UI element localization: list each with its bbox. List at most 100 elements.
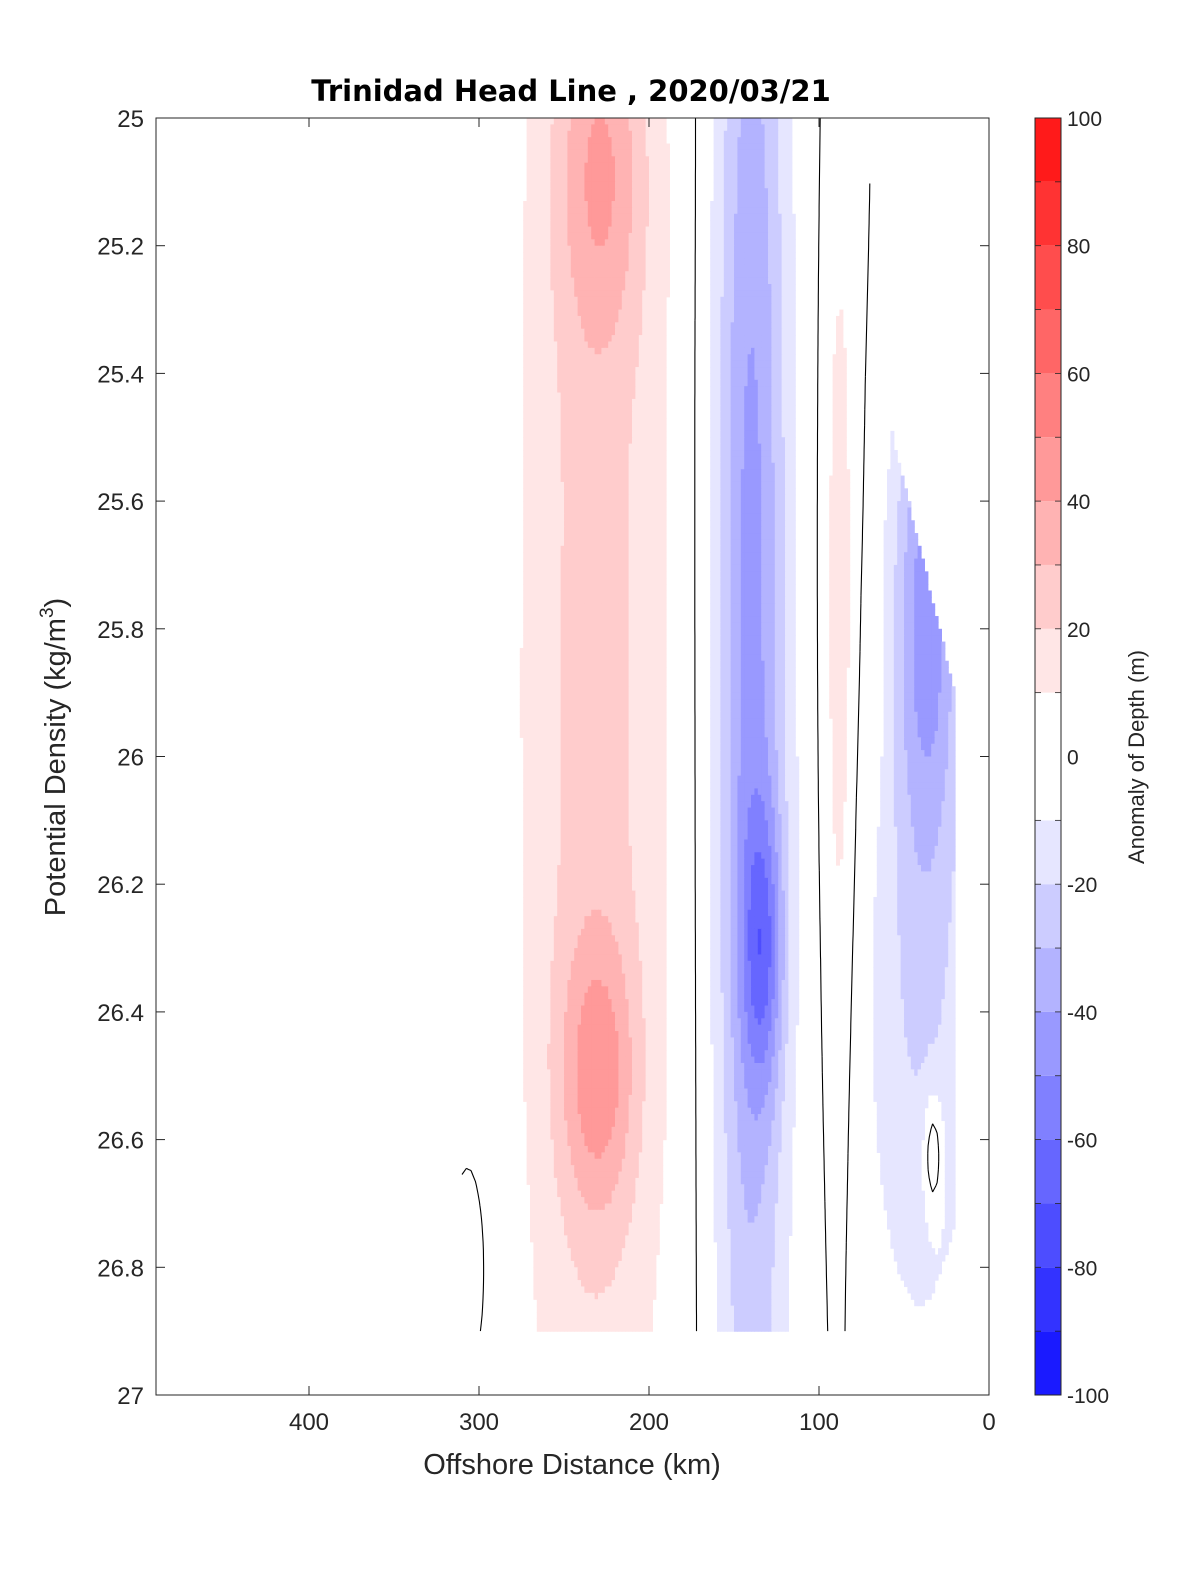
contour-cell [663, 476, 667, 483]
contour-cell [897, 469, 901, 476]
contour-cell [890, 437, 894, 444]
contour-cell [663, 393, 667, 400]
contour-cell [792, 329, 796, 336]
contour-cell [666, 156, 670, 163]
contour-cell [663, 450, 667, 457]
contour-cell [843, 361, 847, 368]
contour-cell [788, 156, 792, 163]
contour-cell [663, 495, 667, 502]
contour-cell [846, 495, 850, 502]
contour-cell [792, 265, 796, 272]
contour-cell [846, 552, 850, 559]
contour-cell [788, 131, 792, 138]
contour-cell [792, 233, 796, 240]
contour-cell [846, 546, 850, 553]
contour-cell [792, 539, 796, 546]
contour-cell [918, 546, 922, 553]
contour-cell [788, 188, 792, 195]
contour-cell [663, 437, 667, 444]
contour-cell [839, 316, 843, 323]
contour-cell [792, 399, 796, 406]
contour-cell [663, 399, 667, 406]
contour-cell [792, 303, 796, 310]
contour-cell [843, 437, 847, 444]
contour-cell [846, 533, 850, 540]
contour-cell [843, 380, 847, 387]
contour-cell [663, 533, 667, 540]
contour-cell [792, 482, 796, 489]
contour-cell [663, 552, 667, 559]
contour-cell [788, 207, 792, 214]
contour-cell [792, 463, 796, 470]
contour-cell [663, 424, 667, 431]
contour-cell [666, 271, 670, 278]
contour-cell [843, 444, 847, 451]
contour-cell [792, 418, 796, 425]
contour-cell [792, 424, 796, 431]
contour-cell [666, 201, 670, 208]
contour-cell [663, 373, 667, 380]
contour-cell [894, 456, 898, 463]
contour-cell [792, 290, 796, 297]
contour-cell [666, 227, 670, 234]
contour-cell [663, 546, 667, 553]
contour-cell [843, 354, 847, 361]
contour-cell [666, 284, 670, 291]
contour-cell [846, 527, 850, 534]
contour-cell [846, 539, 850, 546]
contour-cell [843, 348, 847, 355]
contour-cell [663, 488, 667, 495]
contour-cell [666, 207, 670, 214]
contour-cell [843, 450, 847, 457]
contour-cell [663, 507, 667, 514]
contour-cell [846, 482, 850, 489]
contour-cell [904, 495, 908, 502]
contour-cell [907, 514, 911, 521]
contour-cell [897, 463, 901, 470]
contour-cell [788, 201, 792, 208]
contour-cell [890, 431, 894, 438]
contour-cell [792, 437, 796, 444]
contour-cell [792, 507, 796, 514]
contour-cell [666, 233, 670, 240]
contour-cell [792, 431, 796, 438]
contour-cell [843, 424, 847, 431]
contour-cell [663, 361, 667, 368]
contour-cell [792, 252, 796, 259]
contour-cell [792, 450, 796, 457]
contour-cell [663, 444, 667, 451]
contour-cell [788, 124, 792, 131]
contour-cell [663, 137, 667, 144]
contour-cell [894, 450, 898, 457]
contour-cell [663, 316, 667, 323]
contour-cell [846, 507, 850, 514]
contour-cell [792, 227, 796, 234]
contour-cell [666, 278, 670, 285]
contour-cell [792, 444, 796, 451]
contour-cell [663, 514, 667, 521]
contour-cell [792, 284, 796, 291]
contour-cell [663, 341, 667, 348]
contour-cell [890, 444, 894, 451]
contour-cell [792, 501, 796, 508]
contour-cell [843, 456, 847, 463]
contour-cell [843, 367, 847, 374]
contour-cell [843, 386, 847, 393]
contour-cell [663, 469, 667, 476]
contour-cell [788, 169, 792, 176]
contour-cell [792, 533, 796, 540]
contour-cell [663, 124, 667, 131]
contour-cell [843, 463, 847, 470]
contour-cell [663, 329, 667, 336]
contour-cell [663, 559, 667, 566]
contour-cell [846, 514, 850, 521]
contour-cell [792, 405, 796, 412]
contour-cell [663, 482, 667, 489]
contour-cell [792, 271, 796, 278]
contour-cell [666, 258, 670, 265]
contour-cell [792, 367, 796, 374]
contour-cell [792, 246, 796, 253]
contour-cell [792, 373, 796, 380]
contour-cell [792, 214, 796, 221]
